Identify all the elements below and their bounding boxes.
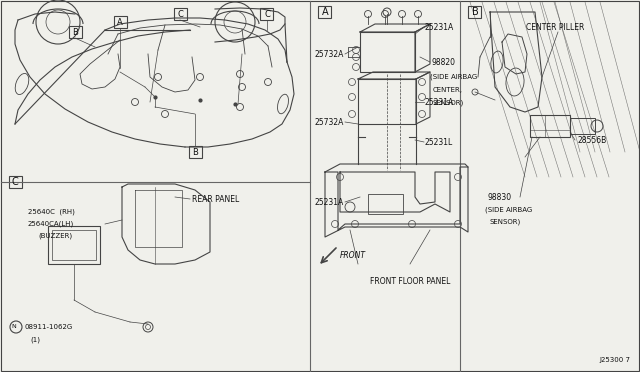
Text: 98830: 98830 [488,192,512,202]
Text: C: C [264,10,270,19]
Text: J25300 7: J25300 7 [599,357,630,363]
Text: SENSOR): SENSOR) [433,100,464,106]
Text: A: A [322,7,328,17]
Bar [360,32,415,72]
Text: A: A [117,17,123,26]
Bar [319,6,332,18]
Text: 28556B: 28556B [578,135,607,144]
Bar [468,6,481,18]
Text: FRONT FLOOR PANEL: FRONT FLOOR PANEL [370,278,451,286]
Bar [260,8,273,20]
Text: CENTER PILLER: CENTER PILLER [526,22,584,32]
Text: (SIDE AIRBAG: (SIDE AIRBAG [485,207,532,213]
Bar [358,79,416,124]
Text: N: N [12,324,17,330]
Bar [48,226,100,264]
Text: 25231A: 25231A [425,22,454,32]
Text: (BUZZER): (BUZZER) [38,233,72,239]
Text: 25231A: 25231A [315,198,344,206]
Text: B: B [472,7,478,17]
Text: FRONT: FRONT [340,251,366,260]
Text: 25231L: 25231L [425,138,453,147]
Bar [570,118,595,134]
Text: (SIDE AIRBAG: (SIDE AIRBAG [430,74,477,80]
Text: 25231A: 25231A [425,97,454,106]
Bar [530,115,570,137]
Text: 25732A: 25732A [315,49,344,58]
Text: C: C [177,10,183,19]
Text: B: B [72,28,78,36]
Text: 08911-1062G: 08911-1062G [24,324,72,330]
Bar [68,26,81,38]
Bar [173,8,186,20]
Bar [368,194,403,214]
Text: 98820: 98820 [432,58,456,67]
Text: SENSOR): SENSOR) [490,219,521,225]
Text: (1): (1) [30,337,40,343]
Text: C: C [12,177,19,187]
Text: REAR PANEL: REAR PANEL [192,195,239,203]
Bar [189,146,202,158]
Text: 25640C  (RH): 25640C (RH) [28,209,75,215]
Text: 25732A: 25732A [315,118,344,126]
Text: CENTER,: CENTER, [433,87,463,93]
Bar [8,176,22,188]
Text: 25640CA(LH): 25640CA(LH) [28,221,74,227]
Bar [52,230,96,260]
Bar [113,16,127,28]
Text: B: B [192,148,198,157]
